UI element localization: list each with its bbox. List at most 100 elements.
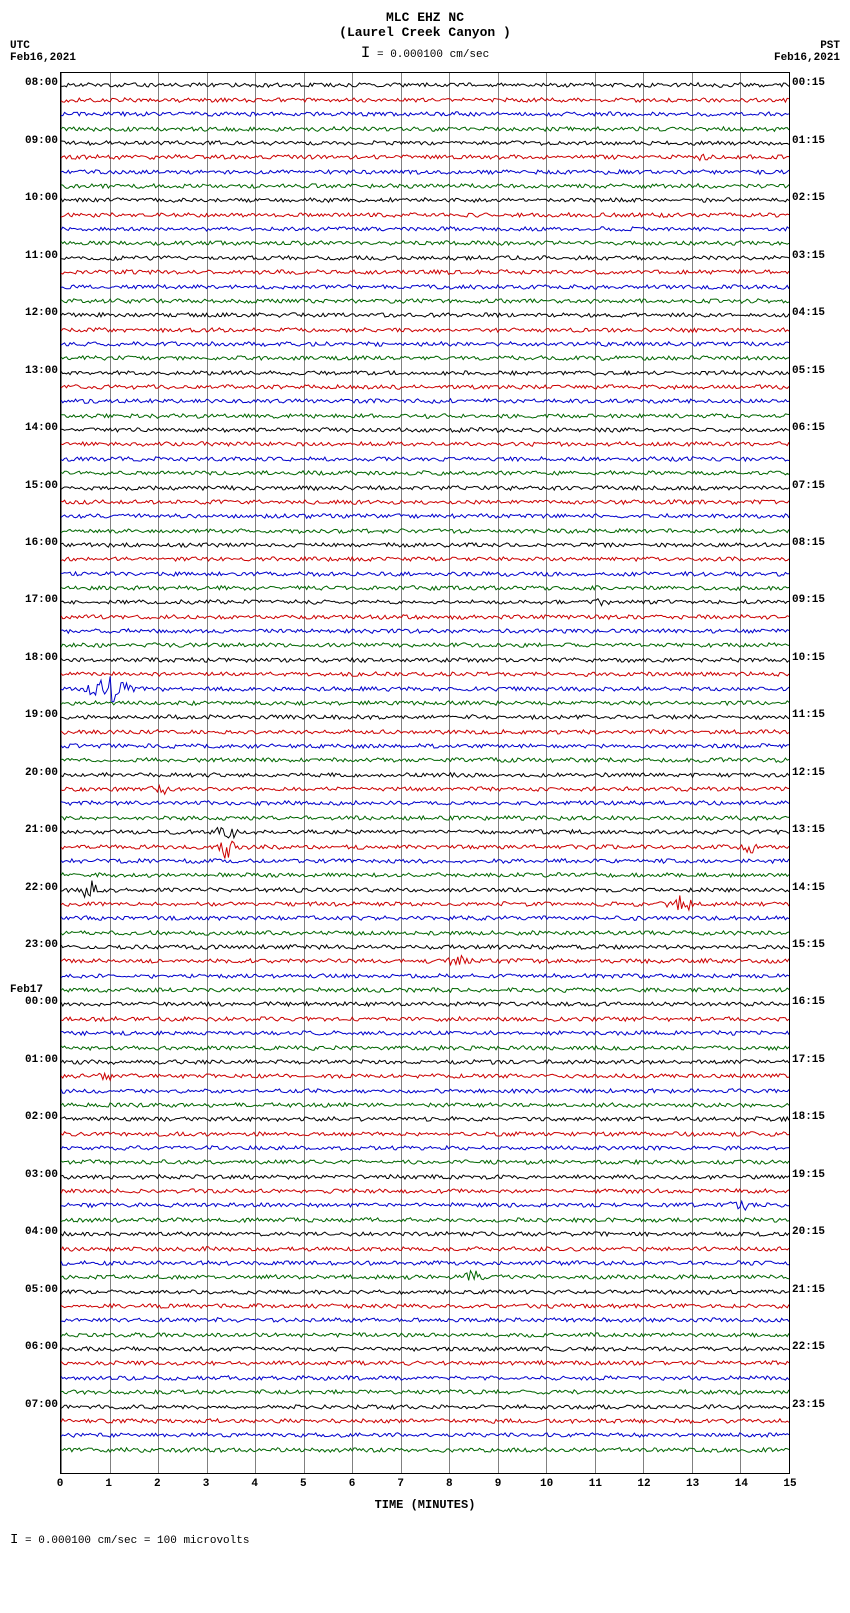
trace-row [61,1449,789,1451]
header: MLC EHZ NC (Laurel Creek Canyon ) I = 0.… [10,10,840,62]
left-label: 16:00 [10,537,58,549]
trace-row [61,673,789,675]
right-label: 14:15 [792,882,840,894]
trace-row [61,573,789,575]
right-label: 12:15 [792,767,840,779]
trace-row [61,975,789,977]
left-label: 18:00 [10,652,58,664]
trace-row [61,242,789,244]
left-label: 07:00 [10,1399,58,1411]
trace-row [61,1061,789,1063]
trace-row [61,300,789,302]
right-label: 23:15 [792,1399,840,1411]
x-tick-label: 7 [397,1478,404,1490]
trace-row [61,1291,789,1293]
trace-row [61,443,789,445]
trace-row [61,1204,789,1206]
left-label: 09:00 [10,135,58,147]
left-label: 02:00 [10,1111,58,1123]
trace-row [61,587,789,589]
left-label: 10:00 [10,192,58,204]
trace-row [61,1118,789,1120]
trace-row [61,989,789,991]
left-label: 23:00 [10,939,58,951]
left-label: 21:00 [10,824,58,836]
x-tick-label: 0 [57,1478,64,1490]
plot-area [60,72,790,1474]
trace-row [61,128,789,130]
left-label: 00:00 [10,996,58,1008]
trace-row [61,1362,789,1364]
station-code: MLC EHZ NC [10,10,840,25]
trace-row [61,156,789,158]
trace-row [61,874,789,876]
left-label: 13:00 [10,365,58,377]
trace-row [61,1248,789,1250]
right-label: 03:15 [792,250,840,262]
x-tick-label: 8 [446,1478,453,1490]
trace-row [61,214,789,216]
right-label: 04:15 [792,307,840,319]
trace-row [61,257,789,259]
left-label: 04:00 [10,1226,58,1238]
trace-row [61,846,789,848]
trace-row [61,314,789,316]
trace-row [61,1319,789,1321]
trace-row [61,228,789,230]
right-label: 08:15 [792,537,840,549]
left-label: 03:00 [10,1169,58,1181]
trace-row [61,1420,789,1422]
left-label: 01:00 [10,1054,58,1066]
left-label: 08:00 [10,77,58,89]
trace-row [61,1133,789,1135]
right-label: 18:15 [792,1111,840,1123]
trace-row [61,1190,789,1192]
trace-row [61,759,789,761]
trace-row [61,788,789,790]
trace-row [61,487,789,489]
trace-row [61,1219,789,1221]
trace-row [61,472,789,474]
x-tick-label: 1 [105,1478,112,1490]
x-tick-label: 6 [349,1478,356,1490]
trace-row [61,501,789,503]
trace-row [61,544,789,546]
right-label: 06:15 [792,422,840,434]
right-label: 07:15 [792,480,840,492]
seismogram-container: UTC Feb16,2021 PST Feb16,2021 MLC EHZ NC… [10,10,840,1548]
date-left-label: Feb17 [10,984,58,996]
trace-row [61,659,789,661]
trace-row [61,1075,789,1077]
trace-row [61,142,789,144]
trace-row [61,1377,789,1379]
tz-left-label: UTC [10,40,76,52]
right-label: 10:15 [792,652,840,664]
tz-right: PST Feb16,2021 [774,40,840,64]
left-label: 05:00 [10,1284,58,1296]
left-label: 12:00 [10,307,58,319]
x-tick-label: 12 [637,1478,650,1490]
station-name: (Laurel Creek Canyon ) [10,25,840,40]
trace-row [61,774,789,776]
trace-row [61,1047,789,1049]
trace-row [61,343,789,345]
right-label: 11:15 [792,709,840,721]
trace-row [61,113,789,115]
right-label: 09:15 [792,594,840,606]
x-tick-label: 13 [686,1478,699,1490]
trace-row [61,1334,789,1336]
left-label: 11:00 [10,250,58,262]
trace-row [61,946,789,948]
trace-row [61,1305,789,1307]
trace-row [61,1233,789,1235]
x-tick-label: 15 [783,1478,796,1490]
trace-row [61,601,789,603]
x-tick-label: 2 [154,1478,161,1490]
trace-row [61,630,789,632]
trace-row [61,960,789,962]
grid-vline [789,73,790,1473]
tz-right-date: Feb16,2021 [774,52,840,64]
x-tick-label: 11 [589,1478,602,1490]
trace-row [61,1161,789,1163]
trace-row [61,917,789,919]
